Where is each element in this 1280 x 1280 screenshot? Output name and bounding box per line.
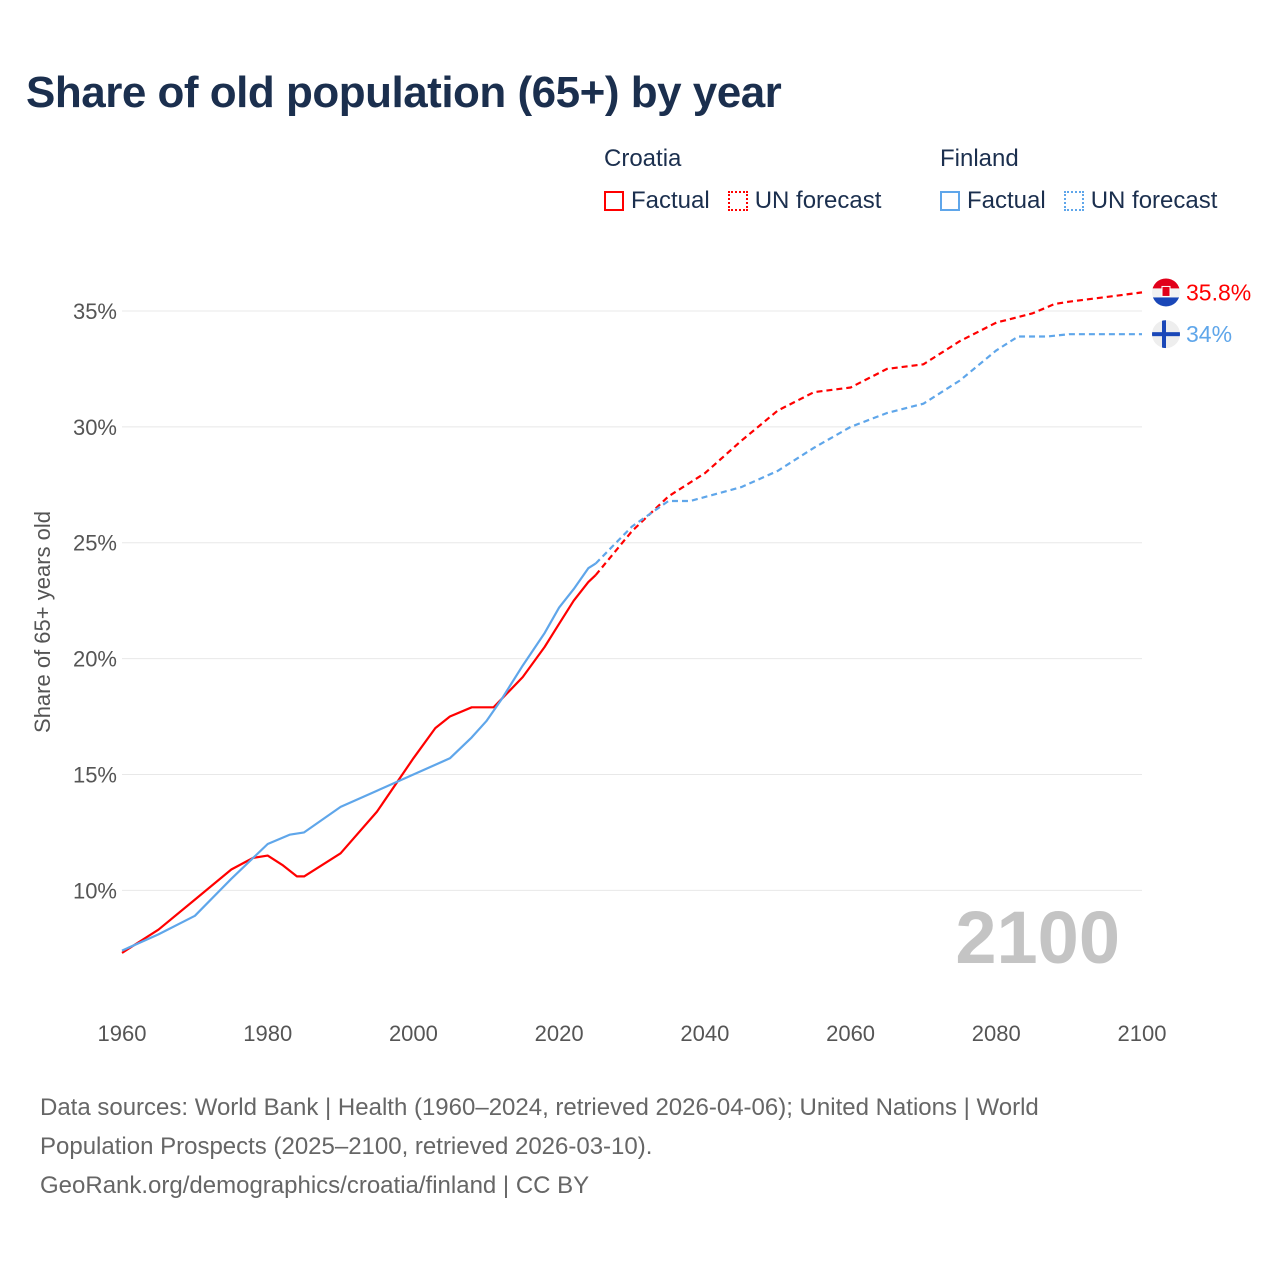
x-tick-label: 2060 (826, 1021, 875, 1046)
y-tick-label: 35% (73, 299, 117, 324)
x-tick-label: 2020 (535, 1021, 584, 1046)
series-line-croatia-factual (121, 574, 597, 954)
legend-label: Factual (631, 187, 710, 214)
legend-title-finland: Finland (940, 145, 1019, 172)
x-tick-label: 1980 (243, 1021, 292, 1046)
x-axis: 1960 1980 2000 2020 2040 2060 2080 2100 (98, 1021, 1167, 1046)
series-line-finland-forecast (594, 333, 1142, 565)
source-line-1: Data sources: World Bank | Health (1960–… (40, 1094, 1039, 1121)
y-tick-label: 10% (73, 878, 117, 903)
flag-stripe-blue (1152, 297, 1180, 307)
source-link[interactable]: GeoRank.org/demographics/croatia/finland… (40, 1172, 590, 1199)
legend-label: UN forecast (1090, 187, 1218, 214)
x-tick-label: 2000 (389, 1021, 438, 1046)
footer: Data sources: World Bank | Health (1960–… (40, 1088, 1240, 1205)
legend-finland-factual[interactable]: Factual (940, 187, 1046, 215)
flag-body (1152, 320, 1180, 349)
legend-finland: Finland Factual UN forecast (940, 145, 1235, 215)
legend-swatch-solid (604, 191, 624, 211)
y-axis-title: Share of 65+ years old (30, 511, 55, 733)
legend-label: UN forecast (754, 187, 882, 214)
legend-finland-forecast[interactable]: UN forecast (1063, 187, 1218, 215)
legend-croatia-forecast[interactable]: UN forecast (727, 187, 882, 215)
legend-croatia-factual[interactable]: Factual (604, 187, 710, 215)
y-tick-label: 15% (73, 762, 117, 787)
y-tick-label: 25% (73, 531, 117, 556)
legend-swatch-dotted (1063, 191, 1084, 211)
legend-title-croatia: Croatia (604, 145, 682, 172)
x-tick-label: 2040 (680, 1021, 729, 1046)
x-tick-label: 2080 (972, 1021, 1021, 1046)
flag-body (1152, 278, 1180, 307)
flag-croatia-icon (1152, 278, 1180, 307)
end-label-finland: 34% (1186, 321, 1232, 347)
end-label-croatia: 35.8% (1186, 279, 1251, 305)
end-labels: 35.8% 34% (1152, 278, 1251, 349)
y-tick-label: 30% (73, 415, 117, 440)
source-line-2: Population Prospects (2025–2100, retriev… (40, 1133, 653, 1160)
series-line-croatia-forecast (594, 291, 1143, 576)
year-watermark: 2100 (955, 896, 1120, 979)
legend-swatch-solid (940, 191, 960, 211)
grid: 10% 15% 20% 25% 30% 35% (73, 299, 1142, 903)
y-tick-label: 20% (73, 647, 117, 672)
legend-croatia: Croatia Factual UN forecast (604, 145, 899, 215)
series-lines (121, 291, 1143, 954)
flag-stripe-red (1152, 278, 1180, 289)
legend-label: Factual (967, 187, 1046, 214)
flag-coat-of-arms (1161, 285, 1171, 297)
chart-title: Share of old population (65+) by year (26, 68, 782, 117)
x-tick-label: 2100 (1118, 1021, 1167, 1046)
series-line-finland-factual (121, 562, 597, 952)
flag-finland-icon (1152, 320, 1180, 349)
legend-swatch-dotted (727, 191, 748, 211)
x-tick-label: 1960 (98, 1021, 147, 1046)
flag-cross-v (1162, 320, 1166, 349)
